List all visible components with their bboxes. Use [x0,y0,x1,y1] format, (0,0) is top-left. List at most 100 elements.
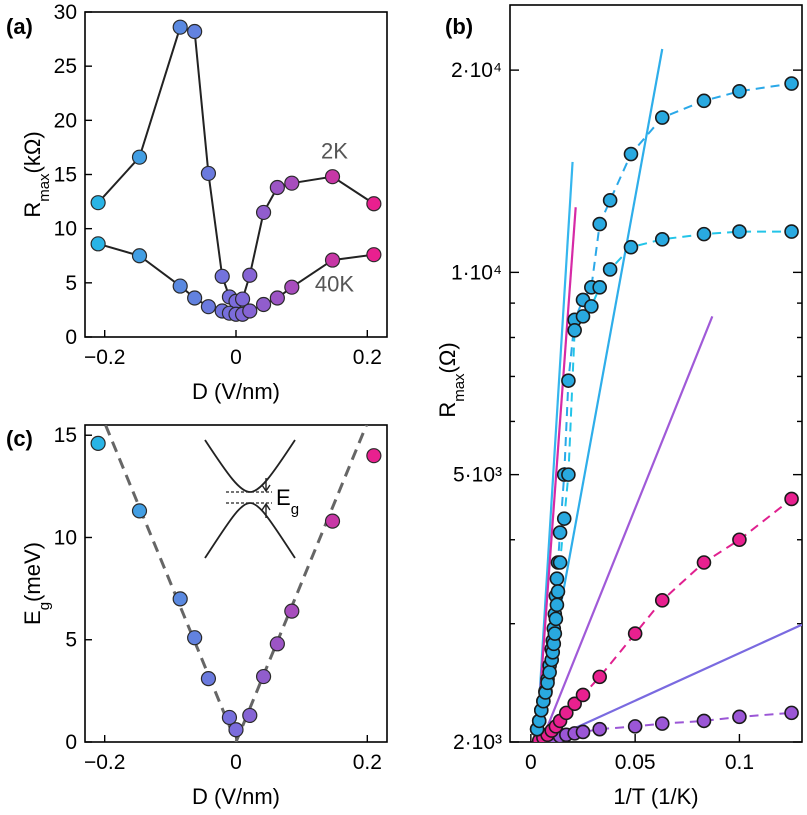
y-tick-label: 5 [65,272,77,295]
x-tick-label: 0 [525,751,537,774]
data-point [131,149,148,165]
fit-line [541,623,802,742]
data-point [696,713,712,729]
data-point [549,597,565,613]
data-point [234,291,251,307]
data-point [172,591,188,607]
data-point [654,593,670,608]
data-point [172,19,188,35]
panel-a: 0 5 10 15 20 25 30 −0.2 0 0.2 D (V/nm) Rmax(kΩ) (a) 2… [6,1,388,404]
data-point [187,290,203,306]
data-point [324,513,341,529]
panel-b: 2·10³ 5·10³ 1·10⁴ 2·10⁴ 0 0.05 0.1 1/T (1/K) Rma… [435,4,803,809]
data-point [732,224,747,239]
x-axis-label: 1/T (1/K) [613,784,698,809]
data-point [654,110,670,125]
panel-label: (b) [445,14,473,39]
y-axis-label: Eg(meV) [20,542,53,625]
data-point [561,373,576,388]
data-point [242,303,258,319]
data-point [366,196,382,212]
data-point [549,571,565,587]
y-tick-label: 2·10⁴ [451,59,502,82]
data-point [284,175,300,191]
plot-frame [84,424,388,743]
data-point [696,226,712,242]
data-point [575,309,591,324]
data-point [90,435,106,452]
y-tick-label: 25 [54,55,77,78]
data-point [221,709,238,726]
data-point [172,278,188,294]
data-point [623,146,639,162]
data-point [592,721,607,737]
x-axis-label: D (V/nm) [192,784,280,809]
x-tick-label: −0.2 [84,751,125,774]
data-point [575,687,591,703]
data-point [228,722,244,738]
y-tick-label: 10 [54,218,77,241]
y-tick-label: 1·10⁴ [451,261,502,284]
y-tick-label: 15 [54,424,77,447]
data-point [90,236,106,252]
data-point [567,322,582,338]
data-point [654,232,670,247]
data-point [187,630,203,646]
panel-c: 0 5 10 15 −0.2 0 0.2 D (V/nm) Eg(meV) (c) Eg [6,424,388,809]
y-tick-label: 5·10³ [453,464,502,487]
data-point [550,584,566,599]
data-point [200,670,217,687]
fit-line [540,315,714,742]
data-point [784,76,799,91]
x-tick-label: 0.05 [615,751,656,774]
fit-line [103,425,369,742]
data-point [592,669,607,685]
y-tick-label: 0 [65,326,77,349]
data-point [567,696,582,712]
y-tick-label: 10 [54,526,77,549]
y-tick-label: 15 [54,164,77,187]
data-point [556,511,572,526]
x-tick-label: −0.2 [84,346,125,369]
fit-line [536,207,577,735]
conduction-band [204,439,296,493]
gap-arrow-bottom [261,502,271,518]
data-point [255,204,272,221]
data-point [559,705,574,721]
valence-band [204,502,296,559]
panel-label: (a) [6,14,33,39]
data-point [732,709,747,725]
plot-frame [509,4,803,743]
data-point [90,195,106,211]
data-point [627,626,643,641]
data-point [552,525,568,540]
data-point [561,467,576,482]
data-point [623,239,639,255]
y-tick-label: 5 [65,629,77,652]
data-point [214,268,230,284]
data-point [552,555,568,570]
gap-arrow-top [261,478,271,493]
band-inset: Eg [204,439,299,559]
data-point [366,448,382,464]
series-annotation: 40K [315,272,354,297]
plot-content [529,48,802,742]
y-axis-label: Rmax(kΩ) [20,131,53,217]
series-annotation: 2K [321,138,348,163]
data-point [592,280,607,295]
data-point [548,611,564,627]
data-point [696,93,712,109]
data-point [242,707,258,724]
data-point [542,664,557,680]
y-tick-label: 30 [54,1,77,24]
data-point [284,603,300,619]
data-point [575,724,591,740]
data-point [200,299,217,315]
y-tick-label: 2·10³ [453,731,502,754]
y-tick-label: 0 [65,731,77,754]
data-point [732,532,747,548]
data-point [696,555,712,570]
data-point [200,165,217,182]
x-axis-label: D (V/nm) [192,379,280,404]
